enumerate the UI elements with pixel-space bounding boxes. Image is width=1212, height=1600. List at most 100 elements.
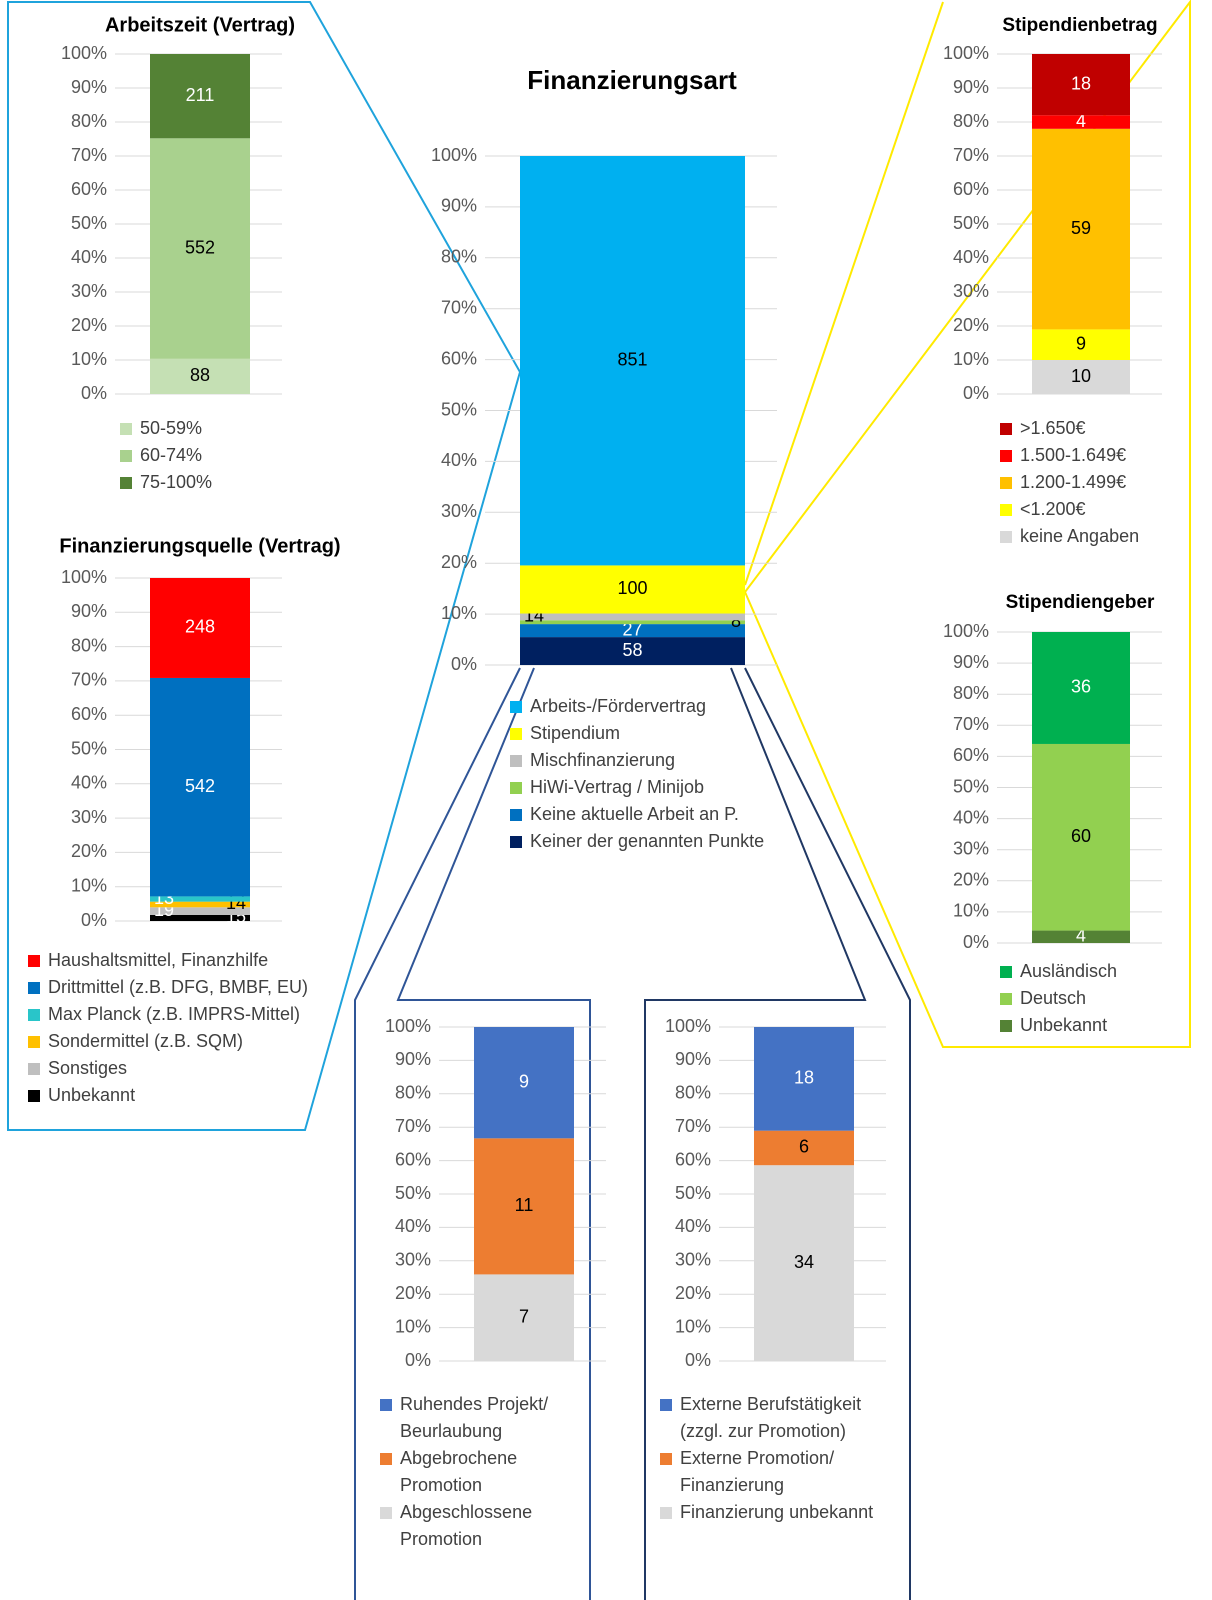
bar-segment: [1032, 329, 1130, 360]
data-label: 4: [1076, 111, 1086, 131]
bar-segment: [754, 1130, 854, 1166]
y-tick-label: 20%: [441, 552, 477, 572]
y-tick-label: 90%: [953, 77, 989, 97]
legend: Haushaltsmittel, Finanzhilfe Drittmittel …: [28, 947, 308, 1109]
y-tick-label: 70%: [675, 1116, 711, 1136]
bar-segment: [474, 1138, 574, 1275]
y-tick-label: 40%: [71, 247, 107, 267]
legend-swatch: [1000, 450, 1012, 462]
legend-swatch: [1000, 504, 1012, 516]
legend-swatch: [380, 1507, 392, 1519]
y-tick-label: 10%: [953, 901, 989, 921]
y-tick-label: 100%: [431, 145, 477, 165]
y-tick-label: 30%: [71, 807, 107, 827]
bar-segment: [1032, 743, 1130, 931]
y-tick-label: 90%: [71, 601, 107, 621]
legend-swatch: [28, 1036, 40, 1048]
legend-label: 75-100%: [140, 472, 213, 492]
legend-label: Ausländisch: [1020, 961, 1118, 981]
legend-swatch: [1000, 966, 1012, 978]
y-tick-label: 0%: [81, 383, 107, 403]
legend-swatch: [28, 982, 40, 994]
legend-swatch: [510, 836, 522, 848]
legend-item: Unbekannt: [28, 1082, 308, 1109]
bar-segment: [150, 54, 250, 139]
data-label: 27: [622, 619, 642, 639]
legend-label: >1.650€: [1020, 418, 1086, 438]
y-tick-label: 30%: [675, 1250, 711, 1270]
legend-item: 60-74%: [120, 442, 212, 469]
legend-swatch: [28, 1063, 40, 1075]
y-tick-label: 70%: [441, 297, 477, 317]
legend-item: Keiner der genannten Punkte: [510, 828, 764, 855]
data-label: 36: [1071, 677, 1091, 697]
legend-label: keine Angaben: [1020, 526, 1140, 546]
legend-item: Abgeschlossene Promotion: [380, 1499, 548, 1553]
y-tick-label: 90%: [441, 196, 477, 216]
legend-item: Finanzierung unbekannt: [660, 1499, 873, 1526]
legend-swatch: [510, 809, 522, 821]
y-tick-label: 10%: [953, 349, 989, 369]
bar-segment: [520, 565, 745, 614]
data-label: 100: [617, 578, 647, 598]
y-tick-label: 80%: [71, 111, 107, 131]
callout-frame: [644, 667, 911, 1600]
legend-swatch: [1000, 531, 1012, 543]
y-tick-label: 70%: [395, 1116, 431, 1136]
data-label: 8: [731, 611, 741, 631]
legend-label: Haushaltsmittel, Finanzhilfe: [48, 950, 269, 970]
data-label: 9: [519, 1071, 529, 1091]
legend-item: Stipendium: [510, 720, 764, 747]
bar-segment: [520, 624, 745, 638]
y-tick-label: 80%: [71, 635, 107, 655]
y-tick-label: 90%: [953, 652, 989, 672]
legend-swatch: [660, 1453, 672, 1465]
legend-label: Arbeits-/Fördervertrag: [530, 696, 707, 716]
legend-item: Arbeits-/Fördervertrag: [510, 693, 764, 720]
legend-item: Ruhendes Projekt/ Beurlaubung: [380, 1391, 548, 1445]
y-tick-label: 40%: [71, 773, 107, 793]
data-label: 211: [186, 85, 215, 105]
legend-label: Mischfinanzierung: [530, 750, 676, 770]
legend-item: 75-100%: [120, 469, 212, 496]
legend-item: Sonstiges: [28, 1055, 308, 1082]
y-tick-label: 0%: [81, 910, 107, 930]
y-tick-label: 0%: [451, 654, 477, 674]
legend-item: Mischfinanzierung: [510, 747, 764, 774]
bar-segment: [754, 1027, 854, 1131]
data-label: 11: [515, 1195, 534, 1215]
y-tick-label: 20%: [953, 870, 989, 890]
bar-segment: [474, 1274, 574, 1361]
data-label: 552: [185, 237, 215, 257]
y-tick-label: 30%: [395, 1250, 431, 1270]
legend-label: Abgeschlossene Promotion: [400, 1502, 533, 1549]
chart-title: Stipendiengeber: [1006, 592, 1155, 613]
y-tick-label: 50%: [441, 399, 477, 419]
y-tick-label: 30%: [953, 838, 989, 858]
data-label: 851: [617, 349, 647, 369]
legend-swatch: [28, 1009, 40, 1021]
data-label: 10: [1071, 366, 1091, 386]
y-tick-label: 90%: [395, 1049, 431, 1069]
y-tick-label: 60%: [953, 745, 989, 765]
legend-label: Finanzierung unbekannt: [680, 1502, 874, 1522]
y-tick-label: 0%: [963, 383, 989, 403]
legend-label: Max Planck (z.B. IMPRS-Mittel): [48, 1004, 301, 1024]
y-tick-label: 100%: [665, 1016, 711, 1036]
y-tick-label: 70%: [953, 714, 989, 734]
legend-swatch: [380, 1399, 392, 1411]
legend-swatch: [1000, 993, 1012, 1005]
bar-segment: [754, 1165, 854, 1361]
y-tick-label: 80%: [675, 1083, 711, 1103]
bar-segment: [150, 896, 250, 902]
legend: 50-59% 60-74% 75-100%: [120, 415, 212, 496]
y-tick-label: 20%: [675, 1283, 711, 1303]
bar-segment: [150, 138, 250, 359]
y-tick-label: 60%: [675, 1149, 711, 1169]
legend-label: Unbekannt: [48, 1085, 136, 1105]
y-tick-label: 10%: [71, 875, 107, 895]
legend-label: Sondermittel (z.B. SQM): [48, 1031, 244, 1051]
legend-item: Unbekannt: [1000, 1012, 1117, 1039]
y-tick-label: 50%: [953, 213, 989, 233]
